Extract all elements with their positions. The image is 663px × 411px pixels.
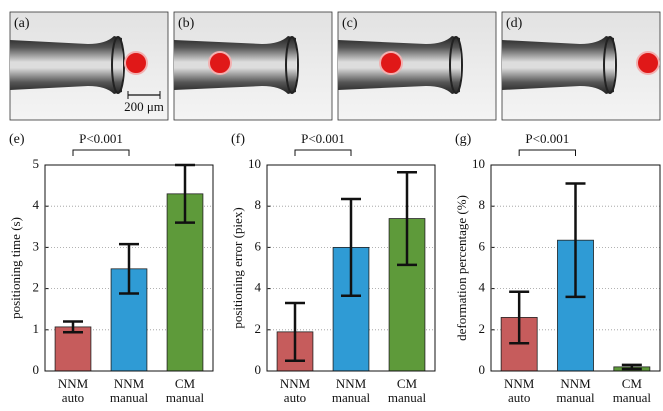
pipette-opening	[285, 36, 299, 94]
x-tick-label: CM	[175, 376, 196, 391]
y-tick-label: 2	[255, 321, 262, 336]
x-tick-label: NNM	[336, 376, 367, 391]
x-tick-label: auto	[62, 390, 84, 405]
error-bar	[509, 290, 530, 345]
x-tick-label: CM	[397, 376, 418, 391]
panel-label: (f)	[231, 132, 245, 147]
x-tick-label: manual	[613, 390, 652, 405]
error-bar	[397, 170, 417, 267]
error-bar	[285, 301, 305, 362]
y-tick-label: 6	[255, 238, 262, 253]
y-tick-label: 10	[248, 156, 261, 171]
photo-row: (a) (b) (c) (d) 200 μm	[9, 11, 661, 121]
x-tick-label: manual	[556, 390, 595, 405]
x-tick-label: NNM	[114, 376, 145, 391]
pipette	[10, 36, 122, 94]
axes-frame	[266, 164, 436, 372]
y-tick-label: 0	[33, 362, 40, 377]
photo-panel: (c)	[337, 11, 497, 121]
y-tick-label: 4	[255, 280, 262, 295]
y-tick-label: 0	[479, 362, 486, 377]
y-tick-label: 5	[33, 156, 40, 171]
panel-label: (e)	[9, 132, 25, 147]
photo-panel: (a)	[9, 11, 169, 121]
scale-bar-label: 200 μm	[124, 99, 164, 114]
x-tick-label: manual	[388, 390, 427, 405]
x-tick-label: manual	[166, 390, 205, 405]
error-bar	[341, 197, 361, 298]
panel-label: (g)	[455, 132, 472, 147]
y-tick-label: 2	[33, 280, 40, 295]
cell	[208, 51, 232, 75]
y-axis-label: positioning time (s)	[8, 217, 23, 319]
y-tick-label: 8	[479, 197, 486, 212]
pipette	[502, 36, 614, 94]
significance-bracket	[518, 149, 576, 156]
panel-label: (a)	[14, 16, 30, 31]
x-tick-label: NNM	[504, 376, 535, 391]
axes-frame	[490, 164, 661, 372]
significance-label: P<0.001	[301, 131, 345, 146]
y-tick-label: 0	[255, 362, 262, 377]
panel-label: (d)	[506, 16, 523, 31]
pipette-opening	[603, 36, 617, 94]
panel-label: (c)	[342, 16, 358, 31]
x-tick-label: NNM	[280, 376, 311, 391]
x-tick-label: manual	[110, 390, 149, 405]
panel-label: (b)	[178, 16, 195, 31]
photo-panel: (b)	[173, 11, 333, 121]
x-tick-label: manual	[332, 390, 371, 405]
significance-label: P<0.001	[525, 131, 569, 146]
photo-panel: (d)	[501, 11, 661, 121]
x-tick-label: auto	[284, 390, 306, 405]
y-tick-label: 8	[255, 197, 262, 212]
y-tick-label: 4	[479, 280, 486, 295]
y-axis-label: positioning error (piex)	[230, 207, 245, 328]
cell	[124, 51, 148, 75]
cell	[379, 51, 403, 75]
error-bar	[119, 242, 139, 295]
error-bar	[63, 320, 83, 334]
significance-bracket	[294, 149, 352, 156]
error-bar	[621, 363, 642, 371]
pipette-opening	[449, 36, 463, 94]
y-tick-label: 10	[472, 156, 485, 171]
pipette	[174, 36, 296, 94]
y-tick-label: 6	[479, 238, 486, 253]
y-tick-label: 3	[33, 238, 40, 253]
y-tick-label: 4	[33, 197, 40, 212]
y-tick-label: 1	[33, 321, 40, 336]
pipette-opening	[111, 36, 125, 94]
error-bar	[565, 182, 586, 299]
y-tick-label: 2	[479, 321, 486, 336]
x-tick-label: NNM	[58, 376, 89, 391]
y-axis-label: deformation percentage (%)	[454, 195, 469, 341]
significance-label: P<0.001	[79, 131, 123, 146]
x-tick-label: CM	[622, 376, 643, 391]
significance-bracket	[72, 149, 130, 156]
cell	[636, 51, 660, 75]
bar	[54, 326, 92, 372]
x-tick-label: NNM	[560, 376, 591, 391]
axes-frame	[44, 164, 214, 372]
x-tick-label: auto	[508, 390, 530, 405]
